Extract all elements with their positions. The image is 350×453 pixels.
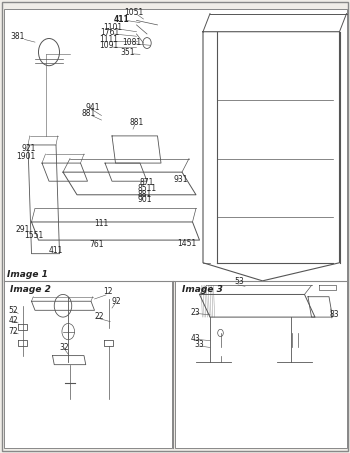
Bar	[4, 9, 346, 281]
Text: 1451: 1451	[177, 239, 196, 247]
Text: Image 1: Image 1	[7, 270, 48, 279]
Text: 1901: 1901	[16, 152, 35, 160]
Text: 941: 941	[86, 103, 100, 111]
Text: 761: 761	[89, 240, 104, 249]
Text: 881: 881	[137, 190, 152, 198]
Text: 23: 23	[191, 308, 200, 317]
Text: 12: 12	[103, 288, 113, 296]
Text: 1111: 1111	[99, 35, 118, 44]
Text: 52: 52	[9, 306, 18, 314]
Text: 1091: 1091	[99, 42, 118, 50]
Text: 1081: 1081	[122, 39, 142, 47]
Text: Image 2: Image 2	[10, 285, 51, 294]
Bar	[4, 281, 172, 448]
Text: 351: 351	[121, 48, 135, 57]
Text: 381: 381	[10, 32, 25, 40]
Text: 72: 72	[9, 327, 18, 336]
Text: 32: 32	[60, 343, 69, 352]
Text: 92: 92	[112, 297, 122, 305]
Text: 1051: 1051	[124, 9, 144, 17]
Text: 33: 33	[194, 341, 204, 349]
Bar	[175, 281, 346, 448]
Text: 881: 881	[130, 118, 144, 126]
Text: 1551: 1551	[24, 231, 43, 240]
Text: 42: 42	[9, 316, 18, 324]
Text: 53: 53	[234, 278, 244, 286]
Text: 83: 83	[329, 310, 339, 319]
Text: Image 3: Image 3	[182, 285, 223, 294]
Text: 411: 411	[48, 246, 63, 255]
Text: 1101: 1101	[103, 23, 122, 32]
Text: 22: 22	[94, 313, 104, 321]
Text: 411: 411	[114, 15, 130, 24]
Text: 871: 871	[140, 178, 154, 187]
Text: 43: 43	[191, 334, 201, 342]
Text: 881: 881	[81, 109, 96, 117]
Text: 901: 901	[137, 196, 152, 204]
Text: 111: 111	[94, 219, 109, 227]
Text: 8511: 8511	[137, 184, 156, 193]
Text: 931: 931	[173, 175, 188, 184]
Text: 1761: 1761	[100, 29, 120, 37]
Text: 291: 291	[16, 225, 30, 234]
Text: 921: 921	[21, 145, 35, 153]
